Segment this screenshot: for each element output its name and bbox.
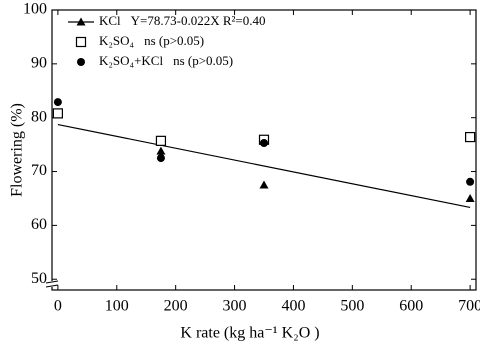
triangle-point	[465, 193, 475, 202]
y-tick-label: 60	[31, 216, 47, 233]
y-tick-label: 100	[23, 1, 47, 18]
x-tick-label: 100	[105, 298, 129, 315]
regression-line	[57, 123, 471, 209]
circle-point	[466, 177, 475, 186]
circle-point	[260, 139, 268, 147]
legend-marker	[76, 17, 86, 26]
square-point	[52, 108, 63, 119]
square-point	[155, 135, 167, 146]
x-tick-label: 200	[164, 298, 188, 315]
x-tick-label: 500	[340, 298, 364, 315]
y-tick-label: 90	[31, 55, 47, 72]
x-axis-label: K rate (kg ha⁻¹ K₂O )	[180, 325, 319, 342]
y-axis-label: Flowering (%)	[9, 103, 26, 197]
y-tick-label: 50	[31, 270, 47, 287]
legend-label: K₂SO₄	[99, 33, 135, 48]
axis-break-mark	[45, 280, 59, 284]
legend-label: KCl	[99, 13, 121, 28]
legend-marker	[75, 36, 87, 48]
x-tick-label: 700	[458, 298, 480, 315]
axis-break-gap	[47, 281, 57, 287]
legend-label: K₂SO₄+KCl	[99, 53, 163, 68]
x-tick-label: 400	[281, 298, 305, 315]
square-point	[465, 131, 476, 143]
x-tick-label: 600	[399, 298, 423, 315]
axis-break-mark	[45, 284, 59, 288]
x-tick-label: 0	[54, 298, 62, 315]
axis-break	[45, 280, 59, 288]
circle-point	[53, 98, 62, 107]
legend-annotation: ns (p>0.05)	[173, 53, 233, 68]
y-tick-label: 70	[31, 162, 47, 179]
triangle-point	[156, 146, 166, 155]
legend-annotation: Y=78.73-0.022X R²=0.40	[131, 13, 266, 28]
circle-point	[156, 154, 165, 163]
y-tick-label: 80	[31, 108, 47, 125]
x-tick-label: 300	[223, 298, 247, 315]
legend-marker	[77, 58, 85, 66]
plot-frame	[51, 9, 477, 291]
triangle-point	[259, 180, 269, 189]
legend-annotation: ns (p>0.05)	[144, 33, 204, 48]
